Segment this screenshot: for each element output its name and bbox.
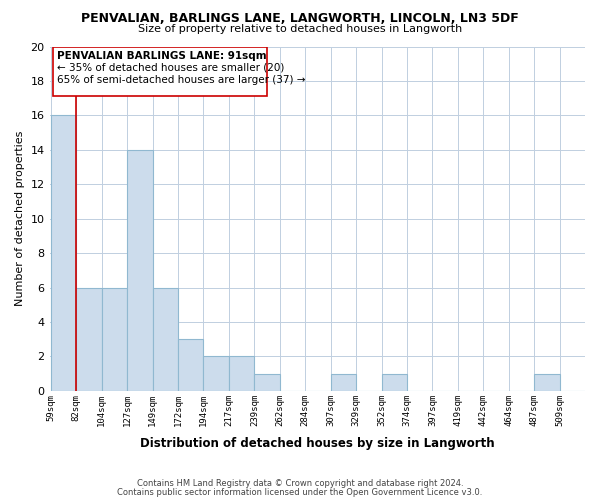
Bar — [51, 116, 76, 391]
X-axis label: Distribution of detached houses by size in Langworth: Distribution of detached houses by size … — [140, 437, 494, 450]
Y-axis label: Number of detached properties: Number of detached properties — [15, 131, 25, 306]
Text: Contains HM Land Registry data © Crown copyright and database right 2024.: Contains HM Land Registry data © Crown c… — [137, 478, 463, 488]
Bar — [382, 374, 407, 391]
Text: 65% of semi-detached houses are larger (37) →: 65% of semi-detached houses are larger (… — [57, 75, 305, 85]
Text: ← 35% of detached houses are smaller (20): ← 35% of detached houses are smaller (20… — [57, 63, 284, 73]
Text: PENVALIAN BARLINGS LANE: 91sqm: PENVALIAN BARLINGS LANE: 91sqm — [57, 51, 267, 61]
Text: Contains public sector information licensed under the Open Government Licence v3: Contains public sector information licen… — [118, 488, 482, 497]
Bar — [331, 374, 356, 391]
Bar — [127, 150, 152, 391]
Bar — [76, 288, 101, 391]
Bar — [534, 374, 560, 391]
Bar — [152, 288, 178, 391]
Text: PENVALIAN, BARLINGS LANE, LANGWORTH, LINCOLN, LN3 5DF: PENVALIAN, BARLINGS LANE, LANGWORTH, LIN… — [81, 12, 519, 26]
Bar — [229, 356, 254, 391]
Bar — [203, 356, 229, 391]
Bar — [254, 374, 280, 391]
Bar — [178, 339, 203, 391]
Text: Size of property relative to detached houses in Langworth: Size of property relative to detached ho… — [138, 24, 462, 34]
Bar — [101, 288, 127, 391]
FancyBboxPatch shape — [53, 46, 267, 96]
